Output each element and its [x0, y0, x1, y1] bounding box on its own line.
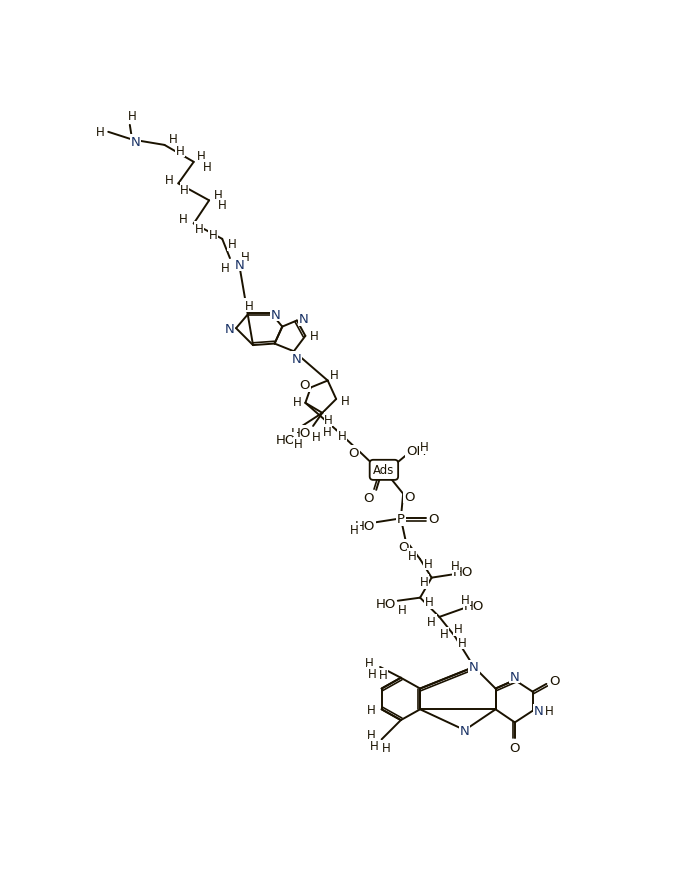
Text: H: H — [398, 603, 407, 617]
Text: H: H — [365, 656, 374, 669]
Text: H: H — [451, 559, 459, 572]
Text: H: H — [366, 729, 375, 741]
Text: N: N — [292, 352, 301, 366]
Text: H: H — [322, 426, 331, 438]
Text: H: H — [95, 126, 104, 139]
Text: H: H — [379, 669, 388, 681]
Text: HO: HO — [355, 519, 376, 532]
Text: H: H — [128, 110, 137, 122]
Text: H: H — [382, 741, 390, 754]
Text: H: H — [180, 184, 189, 197]
Text: H: H — [338, 430, 346, 443]
Text: O: O — [404, 490, 414, 503]
Text: O: O — [299, 378, 310, 392]
Text: H: H — [440, 628, 449, 641]
Text: H: H — [420, 441, 428, 454]
Text: H: H — [425, 595, 434, 608]
Text: N: N — [469, 661, 479, 674]
Text: H: H — [545, 704, 554, 718]
Text: H: H — [366, 703, 375, 716]
Text: O: O — [510, 741, 520, 754]
Text: HO: HO — [464, 599, 484, 612]
Text: N: N — [235, 258, 244, 272]
Text: H: H — [458, 637, 467, 649]
Text: P: P — [397, 512, 405, 526]
Text: H: H — [165, 173, 174, 187]
Text: H: H — [228, 238, 237, 250]
Text: H: H — [195, 223, 204, 235]
Text: H: H — [341, 394, 350, 408]
Text: H: H — [179, 212, 188, 225]
Text: O: O — [364, 492, 374, 504]
Text: H: H — [209, 229, 217, 242]
Text: H: H — [294, 438, 303, 451]
Text: H: H — [408, 549, 417, 562]
Text: O: O — [549, 675, 559, 687]
Text: HO: HO — [375, 598, 396, 611]
Text: H: H — [368, 667, 377, 679]
Text: H: H — [420, 576, 428, 588]
Text: H: H — [218, 199, 226, 212]
Text: O: O — [399, 540, 409, 553]
Text: H: H — [311, 431, 320, 443]
Text: N: N — [510, 670, 520, 683]
Text: N: N — [460, 724, 470, 737]
Text: N: N — [130, 135, 140, 148]
Text: H: H — [169, 133, 178, 146]
Text: H: H — [294, 395, 302, 409]
Text: H: H — [329, 368, 338, 382]
Text: N: N — [299, 313, 309, 326]
Text: H: H — [241, 251, 250, 264]
Text: H: H — [370, 739, 378, 752]
Text: H: H — [202, 161, 211, 173]
Text: H: H — [427, 615, 436, 628]
Text: H: H — [460, 593, 469, 606]
Text: Ads: Ads — [373, 464, 394, 477]
Text: H: H — [214, 189, 223, 201]
Text: O: O — [348, 446, 359, 460]
Text: HO: HO — [291, 426, 311, 439]
Text: HO: HO — [276, 433, 296, 446]
Text: N: N — [270, 308, 280, 322]
Text: H: H — [324, 413, 333, 426]
Text: H: H — [423, 557, 432, 569]
Text: N: N — [225, 323, 235, 335]
Text: H: H — [453, 622, 462, 636]
Text: OH: OH — [406, 444, 427, 458]
Text: H: H — [197, 150, 206, 163]
Text: N: N — [534, 704, 543, 718]
Text: H: H — [351, 524, 359, 536]
Text: H: H — [245, 299, 254, 312]
Text: O: O — [429, 512, 439, 526]
Text: H: H — [176, 145, 185, 157]
Text: H: H — [221, 262, 230, 274]
Text: H: H — [310, 330, 319, 343]
Text: HO: HO — [452, 565, 473, 578]
